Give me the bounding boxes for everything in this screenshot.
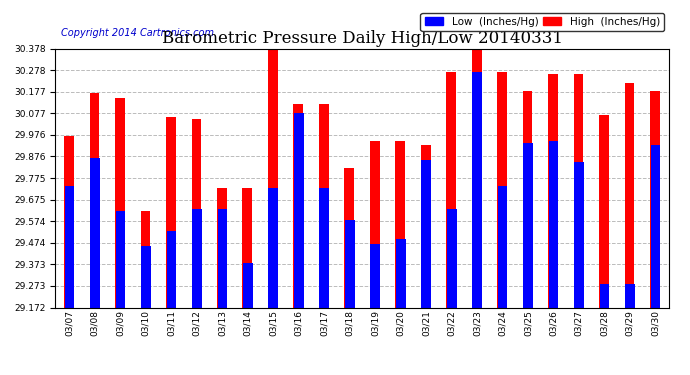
Bar <box>497 186 507 308</box>
Bar <box>345 220 355 308</box>
Bar <box>141 246 150 308</box>
Bar <box>624 82 634 308</box>
Bar <box>141 211 150 308</box>
Bar <box>90 158 100 308</box>
Bar <box>243 263 253 308</box>
Bar <box>370 141 380 308</box>
Bar <box>268 51 277 308</box>
Bar <box>319 104 328 308</box>
Text: Copyright 2014 Cartronics.com: Copyright 2014 Cartronics.com <box>61 28 215 38</box>
Bar <box>650 91 660 308</box>
Bar <box>64 136 74 308</box>
Bar <box>192 209 201 308</box>
Bar <box>294 112 304 308</box>
Bar <box>574 74 584 307</box>
Bar <box>396 239 406 308</box>
Bar <box>166 117 176 308</box>
Bar <box>523 143 533 308</box>
Bar <box>523 91 533 308</box>
Bar <box>599 115 609 308</box>
Title: Barometric Pressure Daily High/Low 20140331: Barometric Pressure Daily High/Low 20140… <box>161 30 563 47</box>
Bar <box>549 74 558 307</box>
Bar <box>217 188 227 308</box>
Bar <box>293 104 303 308</box>
Bar <box>217 209 227 308</box>
Bar <box>447 209 457 308</box>
Bar <box>319 188 329 308</box>
Bar <box>192 119 201 308</box>
Bar <box>421 145 431 308</box>
Bar <box>497 72 507 308</box>
Bar <box>473 72 482 308</box>
Bar <box>625 284 635 308</box>
Bar <box>422 160 431 308</box>
Bar <box>549 141 558 308</box>
Bar <box>472 51 482 308</box>
Bar <box>395 141 405 308</box>
Bar <box>344 168 354 308</box>
Legend: Low  (Inches/Hg), High  (Inches/Hg): Low (Inches/Hg), High (Inches/Hg) <box>420 12 664 31</box>
Bar <box>90 93 99 308</box>
Bar <box>371 244 380 308</box>
Bar <box>446 72 456 308</box>
Bar <box>65 186 75 308</box>
Bar <box>651 145 660 308</box>
Bar <box>116 211 126 308</box>
Bar <box>115 98 125 308</box>
Bar <box>574 162 584 308</box>
Bar <box>166 231 176 308</box>
Bar <box>242 188 252 308</box>
Bar <box>268 188 278 308</box>
Bar <box>600 284 609 308</box>
